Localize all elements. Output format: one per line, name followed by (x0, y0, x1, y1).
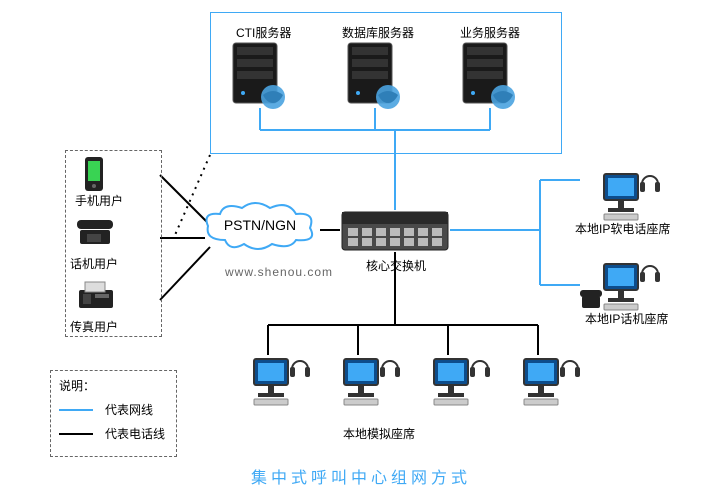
phone-icon (75, 216, 117, 253)
server-icon (455, 37, 525, 122)
analog-agent-icon (410, 355, 490, 415)
core-switch-label: 核心交换机 (366, 257, 426, 274)
ip-agent-label: 本地IP话机座席 (585, 310, 668, 327)
user-label: 传真用户 (70, 318, 118, 335)
analog-agent-label: 本地模拟座席 (343, 425, 415, 442)
user-label: 话机用户 (70, 255, 118, 272)
legend-line-icon (59, 409, 93, 411)
server-label: CTI服务器 (236, 24, 291, 41)
legend-text: 代表电话线 (105, 425, 165, 442)
analog-agent-icon (320, 355, 400, 415)
ip-agent-label: 本地IP软电话座席 (575, 220, 670, 237)
pstn-ngn-cloud: PSTN/NGN (200, 200, 320, 260)
legend-item: 代表电话线 (59, 425, 165, 442)
core-switch-icon (340, 210, 450, 257)
diagram-stage: CTI服务器 数据库服务器 业务服务器 手机用户话机用户传真用户 PSTN/NG… (0, 0, 722, 500)
legend-line-icon (59, 433, 93, 435)
fax-icon (75, 280, 117, 319)
svg-text:PSTN/NGN: PSTN/NGN (224, 217, 296, 233)
diagram-title: 集中式呼叫中心组网方式 (0, 464, 722, 488)
legend-text: 代表网线 (105, 401, 153, 418)
legend-title: 说明： (59, 377, 95, 394)
server-icon (225, 37, 295, 122)
server-icon (340, 37, 410, 122)
server-label: 业务服务器 (460, 24, 520, 41)
legend-item: 代表网线 (59, 401, 153, 418)
analog-agent-icon (500, 355, 580, 415)
server-label: 数据库服务器 (342, 24, 414, 41)
analog-agent-icon (230, 355, 310, 415)
legend-box: 说明： 代表网线 代表电话线 (50, 370, 177, 457)
url-text: www.shenou.com (225, 265, 333, 279)
user-label: 手机用户 (75, 192, 123, 209)
